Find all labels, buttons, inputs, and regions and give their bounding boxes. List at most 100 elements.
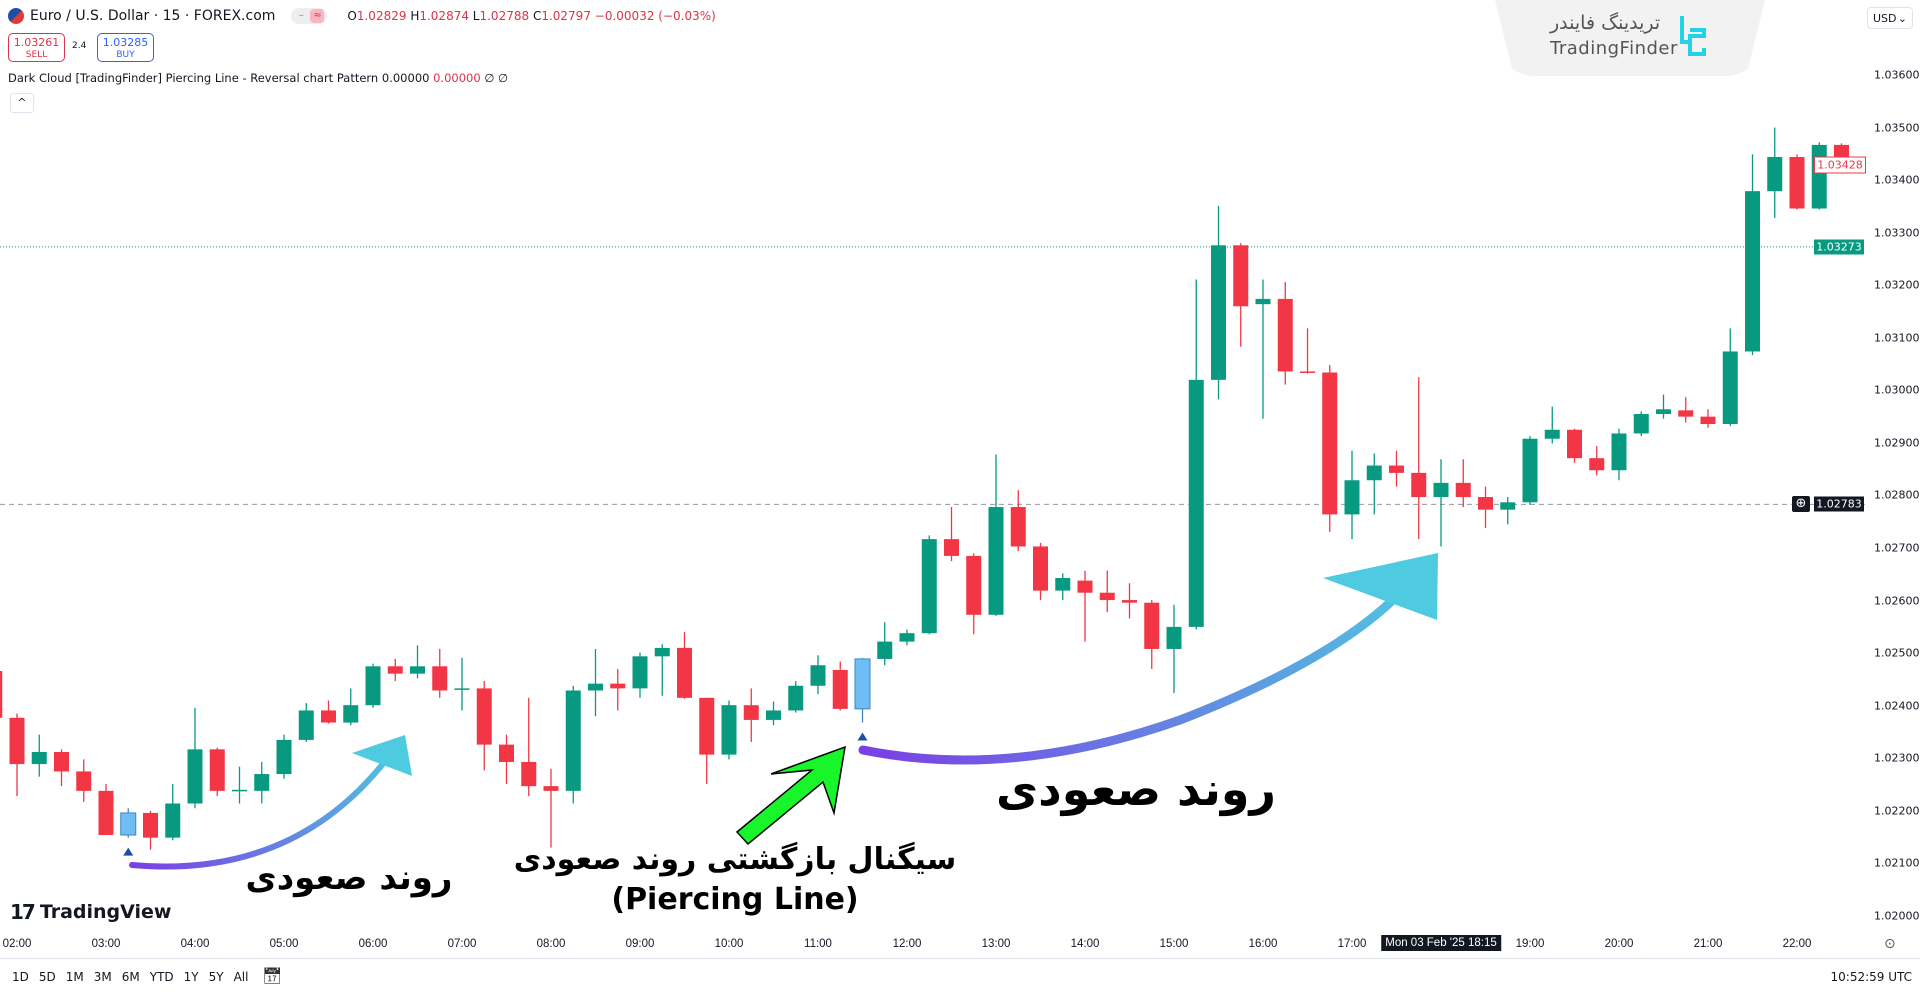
candle[interactable] (1344, 480, 1360, 515)
candle[interactable] (1077, 580, 1093, 593)
candle[interactable] (1366, 465, 1382, 481)
candlestick-chart[interactable] (0, 0, 1865, 930)
candle[interactable] (76, 771, 92, 791)
candle[interactable] (921, 539, 937, 634)
candle[interactable] (1211, 245, 1226, 380)
range-button-5d[interactable]: 5D (38, 970, 56, 984)
candle[interactable] (832, 669, 848, 709)
range-button-1d[interactable]: 1D (12, 970, 29, 984)
candle[interactable] (1611, 433, 1627, 471)
range-button-all[interactable]: All (233, 970, 249, 984)
signal-candle[interactable] (854, 658, 871, 710)
candle[interactable] (476, 688, 492, 745)
candle[interactable] (1010, 507, 1026, 547)
settings-gear-icon[interactable]: ⊙ (1884, 936, 1896, 952)
candle[interactable] (1144, 602, 1160, 649)
candle[interactable] (298, 710, 314, 740)
symbol-header[interactable]: Euro / U.S. Dollar · 15 · FOREX.com – ≈ … (8, 8, 716, 24)
candle[interactable] (1567, 429, 1582, 459)
candle[interactable] (209, 749, 225, 791)
chart-type-toggle[interactable]: – ≈ (291, 8, 328, 24)
candle[interactable] (387, 666, 403, 674)
candle[interactable] (1789, 156, 1805, 209)
candle[interactable] (31, 751, 47, 765)
candle[interactable] (54, 751, 69, 772)
candle[interactable] (432, 666, 448, 691)
candle[interactable] (1678, 410, 1694, 417)
candle[interactable] (1700, 416, 1716, 424)
candle[interactable] (521, 761, 537, 787)
candle[interactable] (1455, 482, 1471, 498)
candle[interactable] (1589, 458, 1605, 471)
sell-button[interactable]: 1.03261 SELL (8, 33, 65, 62)
candle[interactable] (187, 749, 203, 804)
candle[interactable] (743, 705, 759, 720)
tradingview-logo[interactable]: 17 TradingView (10, 900, 171, 924)
candle[interactable] (1745, 191, 1760, 352)
candle[interactable] (1656, 409, 1671, 415)
candle[interactable] (610, 683, 626, 689)
candle[interactable] (1322, 372, 1338, 515)
candle[interactable] (810, 665, 826, 686)
wave-icon[interactable]: ≈ (310, 9, 325, 23)
candle[interactable] (988, 507, 1004, 615)
candle[interactable] (410, 666, 425, 674)
candle[interactable] (1522, 438, 1538, 503)
range-button-5y[interactable]: 5Y (208, 970, 224, 984)
candle[interactable] (588, 683, 603, 691)
candle[interactable] (766, 710, 781, 720)
candle[interactable] (232, 789, 247, 792)
candle[interactable] (721, 705, 737, 755)
candle[interactable] (1811, 144, 1827, 209)
range-button-3m[interactable]: 3M (93, 970, 112, 984)
candle[interactable] (699, 697, 715, 755)
candle[interactable] (1544, 429, 1560, 439)
candle[interactable] (1055, 577, 1071, 591)
candle[interactable] (543, 786, 559, 791)
candle[interactable] (654, 647, 670, 657)
candle[interactable] (1433, 482, 1449, 498)
symbol-title[interactable]: Euro / U.S. Dollar · 15 · FOREX.com (30, 8, 276, 24)
candle[interactable] (1277, 298, 1293, 372)
candle[interactable] (1122, 600, 1137, 603)
candle[interactable] (1478, 497, 1493, 510)
signal-candle[interactable] (120, 812, 137, 836)
candle[interactable] (276, 739, 292, 775)
add-alert-plus-icon[interactable]: ⊕ (1792, 496, 1810, 513)
candle[interactable] (565, 690, 581, 791)
candle[interactable] (877, 641, 893, 659)
candle[interactable] (788, 685, 804, 711)
candle[interactable] (899, 633, 915, 642)
clock[interactable]: 10:52:59 UTC (1830, 970, 1913, 984)
candle[interactable] (1389, 465, 1404, 473)
candle[interactable] (9, 717, 25, 765)
indicator-name[interactable]: Dark Cloud [TradingFinder] Piercing Line… (8, 71, 379, 85)
candle[interactable] (966, 555, 982, 615)
range-button-ytd[interactable]: YTD (149, 970, 174, 984)
currency-select[interactable]: USD ⌄ (1867, 7, 1913, 29)
candle[interactable] (98, 790, 114, 836)
minus-icon[interactable]: – (298, 10, 304, 21)
candle[interactable] (1099, 592, 1115, 601)
candle[interactable] (632, 656, 648, 689)
candle[interactable] (1300, 371, 1315, 373)
candle[interactable] (143, 812, 158, 838)
candle[interactable] (1233, 245, 1249, 307)
candle[interactable] (1166, 626, 1182, 649)
collapse-legend-button[interactable]: ^ (10, 93, 34, 113)
indicator-legend[interactable]: Dark Cloud [TradingFinder] Piercing Line… (8, 71, 508, 85)
candle[interactable] (1033, 546, 1048, 591)
candle[interactable] (1255, 298, 1271, 305)
candle[interactable] (1834, 144, 1849, 161)
goto-date-calendar-icon[interactable]: 📅︎ (262, 966, 283, 985)
candle[interactable] (165, 803, 181, 838)
candle[interactable] (365, 666, 381, 706)
candle[interactable] (343, 705, 359, 723)
candle[interactable] (1188, 379, 1204, 627)
buy-button[interactable]: 1.03285 BUY (97, 33, 154, 62)
candle[interactable] (254, 774, 270, 791)
range-button-1m[interactable]: 1M (65, 970, 84, 984)
candle[interactable] (454, 688, 470, 690)
candle[interactable] (1722, 351, 1738, 424)
candle[interactable] (944, 539, 959, 556)
